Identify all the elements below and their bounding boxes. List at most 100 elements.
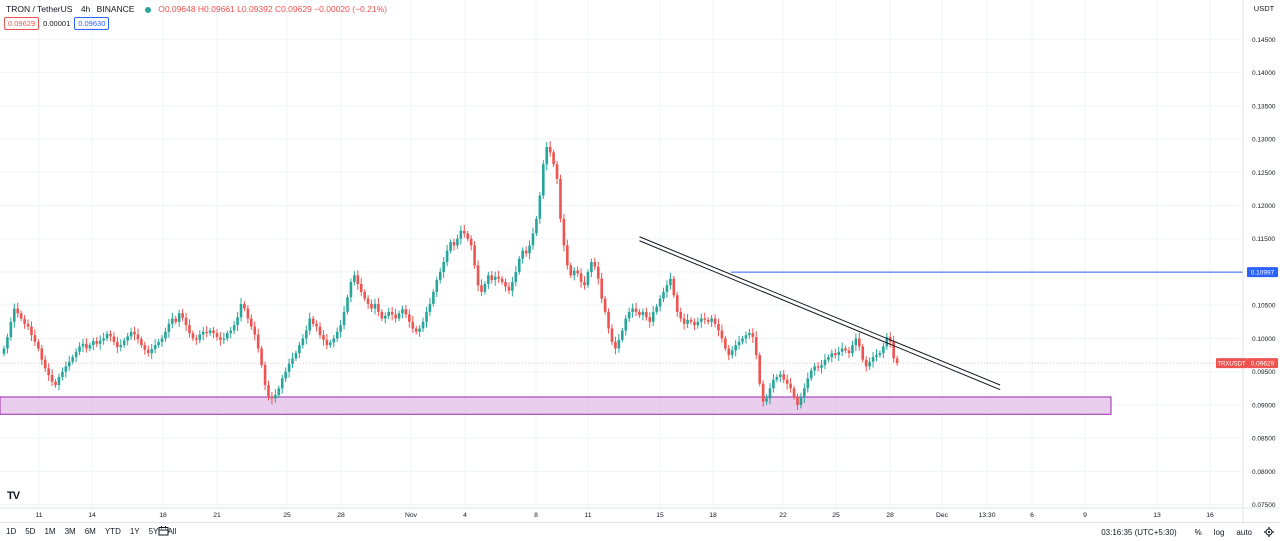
currency-label[interactable]: USDT bbox=[1254, 4, 1275, 13]
candle bbox=[133, 326, 136, 341]
candle bbox=[339, 320, 342, 338]
candle bbox=[658, 295, 662, 312]
candle bbox=[425, 306, 428, 328]
candle-body bbox=[754, 337, 758, 356]
timeframe-1m[interactable]: 1M bbox=[44, 527, 56, 536]
candle-body bbox=[428, 303, 432, 312]
candle bbox=[744, 331, 748, 344]
candle-body bbox=[541, 164, 545, 196]
price-tick-label: 0.10000 bbox=[1252, 336, 1276, 343]
candle-body bbox=[167, 323, 171, 332]
candle bbox=[81, 338, 85, 353]
trendlines bbox=[639, 236, 1001, 391]
price-tick-label: 0.09500 bbox=[1252, 369, 1276, 376]
ask-price[interactable]: 0.09630 bbox=[74, 17, 110, 30]
candle-body bbox=[851, 345, 854, 354]
candle-body bbox=[779, 374, 782, 378]
candle-body bbox=[456, 238, 459, 246]
candle-body bbox=[648, 317, 652, 322]
timeframe-5y[interactable]: 5Y bbox=[148, 527, 159, 536]
candle-body bbox=[188, 325, 191, 334]
candle bbox=[631, 303, 634, 318]
candle-body bbox=[250, 318, 253, 327]
candle bbox=[878, 350, 882, 358]
symbol-name[interactable]: TRON / TetherUS bbox=[6, 4, 73, 14]
candle bbox=[641, 308, 645, 321]
timeframe-6m[interactable]: 6M bbox=[84, 527, 96, 536]
date-tick-label: 15 bbox=[656, 512, 664, 519]
candle-body bbox=[517, 258, 521, 272]
candle-body bbox=[559, 178, 562, 219]
time-axis[interactable]: 11 14 18 21 25 28 Nov 4 8 11 15 18 22 25 28 Dec 13:30 6 9 1… bbox=[0, 507, 1280, 519]
candle bbox=[394, 308, 397, 323]
candle bbox=[521, 247, 524, 264]
current-price-bg bbox=[1247, 358, 1278, 369]
date-tick-label: 18 bbox=[159, 512, 167, 519]
candle-body bbox=[521, 250, 524, 259]
candle-body bbox=[483, 283, 487, 292]
candle bbox=[483, 281, 487, 295]
timeframe-ytd[interactable]: YTD bbox=[104, 527, 121, 536]
candle bbox=[559, 174, 562, 223]
candle bbox=[885, 332, 889, 350]
candle bbox=[102, 332, 105, 345]
clock-time[interactable]: 03:16:35 (UTC+5:30) bbox=[1101, 527, 1177, 537]
candle bbox=[507, 282, 511, 295]
candle bbox=[109, 330, 112, 342]
candle-body bbox=[380, 311, 384, 319]
candle-body bbox=[40, 348, 44, 360]
candle bbox=[37, 339, 40, 352]
candle bbox=[572, 267, 576, 281]
bid-price[interactable]: 0.09629 bbox=[4, 17, 40, 30]
date-tick-label: 25 bbox=[832, 512, 840, 519]
exchange-label: BINANCE bbox=[96, 4, 135, 14]
candle bbox=[655, 303, 658, 315]
candle bbox=[864, 356, 868, 372]
tradingview-logo[interactable]: TV bbox=[7, 490, 20, 502]
candle-body bbox=[50, 375, 54, 382]
price-tick-label: 0.14000 bbox=[1252, 70, 1276, 77]
timeframe-1d[interactable]: 1D bbox=[6, 527, 17, 536]
candle-body bbox=[617, 339, 621, 349]
auto-toggle[interactable]: auto bbox=[1236, 527, 1252, 537]
candle bbox=[2, 345, 6, 357]
candle-body bbox=[122, 340, 126, 346]
candle bbox=[16, 302, 20, 318]
candle-body bbox=[548, 146, 552, 153]
timeframe-all[interactable]: All bbox=[167, 527, 177, 536]
price-axis[interactable]: USDT 0.14500 0.14000 0.13500 0.13000 0.12500 0… bbox=[1216, 0, 1278, 522]
candle bbox=[761, 380, 765, 407]
candle bbox=[713, 314, 717, 328]
percent-toggle[interactable]: % bbox=[1194, 527, 1202, 537]
candle bbox=[105, 331, 109, 342]
candle-body bbox=[655, 306, 658, 312]
candle bbox=[469, 235, 473, 251]
candle-body bbox=[809, 370, 813, 379]
log-toggle[interactable]: log bbox=[1213, 527, 1225, 537]
gear-icon[interactable] bbox=[1264, 527, 1274, 537]
hline-label: 0.10997 bbox=[1251, 270, 1275, 277]
candle-body bbox=[408, 314, 411, 322]
candle bbox=[188, 319, 191, 338]
candle-body bbox=[847, 350, 851, 354]
timeframe-5d[interactable]: 5D bbox=[25, 527, 36, 536]
timeframe-3m[interactable]: 3M bbox=[64, 527, 76, 536]
candle bbox=[545, 141, 549, 171]
candle bbox=[19, 310, 23, 322]
candle bbox=[13, 303, 16, 328]
candle bbox=[493, 271, 497, 286]
candle bbox=[322, 330, 325, 346]
date-range-icon[interactable] bbox=[158, 526, 169, 536]
candle-body bbox=[9, 321, 13, 338]
candle-body bbox=[796, 396, 799, 405]
candle-body bbox=[311, 318, 315, 324]
date-tick-label: 28 bbox=[337, 512, 345, 519]
candle-body bbox=[301, 338, 305, 346]
candle bbox=[88, 342, 92, 352]
timeframe-1y[interactable]: 1Y bbox=[129, 527, 140, 536]
candle-body bbox=[397, 313, 401, 319]
candle bbox=[511, 276, 514, 297]
candle bbox=[243, 301, 246, 312]
candle bbox=[555, 160, 559, 184]
